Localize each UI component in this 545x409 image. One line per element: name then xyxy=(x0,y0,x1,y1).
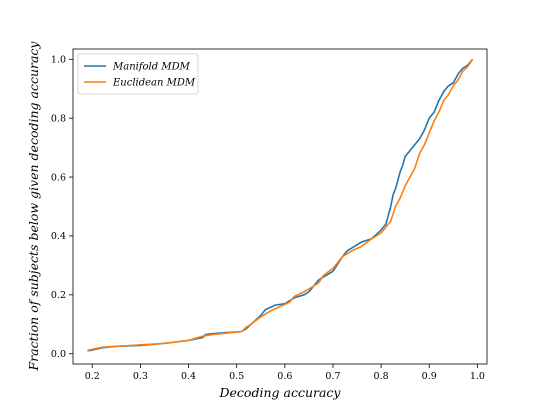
x-tick-label: 0.3 xyxy=(133,371,148,382)
y-tick-label: 0.8 xyxy=(51,113,66,124)
series-line-manifold-mdm xyxy=(87,58,474,352)
y-tick-label: 1.0 xyxy=(51,55,66,66)
y-axis-ticks: 0.0 0.2 0.4 0.6 0.8 1.0 xyxy=(51,55,73,360)
y-tick-label: 0.6 xyxy=(51,172,66,183)
series-layer xyxy=(87,58,474,352)
y-tick-label: 0.0 xyxy=(51,349,66,360)
x-tick-label: 0.2 xyxy=(85,371,100,382)
x-axis-title: Decoding accuracy xyxy=(219,385,342,400)
x-tick-label: 0.4 xyxy=(181,371,196,382)
x-tick-label: 0.9 xyxy=(422,371,437,382)
x-tick-label: 0.6 xyxy=(277,371,292,382)
y-tick-label: 0.2 xyxy=(51,290,66,301)
x-axis-ticks: 0.2 0.3 0.4 0.5 0.6 0.7 0.8 0.9 1.0 xyxy=(85,364,485,382)
x-tick-label: 1.0 xyxy=(470,371,485,382)
x-tick-label: 0.7 xyxy=(325,371,340,382)
y-axis-title: Fraction of subjects below given decodin… xyxy=(26,41,41,372)
plot-frame xyxy=(72,48,488,365)
series-line-euclidean-mdm xyxy=(87,58,474,351)
y-tick-label: 0.4 xyxy=(51,231,66,242)
legend-label: Manifold MDM xyxy=(112,62,191,73)
x-tick-label: 0.5 xyxy=(229,371,244,382)
legend-box xyxy=(77,53,199,95)
x-tick-label: 0.8 xyxy=(374,371,389,382)
legend-label: Euclidean MDM xyxy=(112,78,196,89)
chart-legend: Manifold MDM Euclidean MDM xyxy=(77,53,199,95)
